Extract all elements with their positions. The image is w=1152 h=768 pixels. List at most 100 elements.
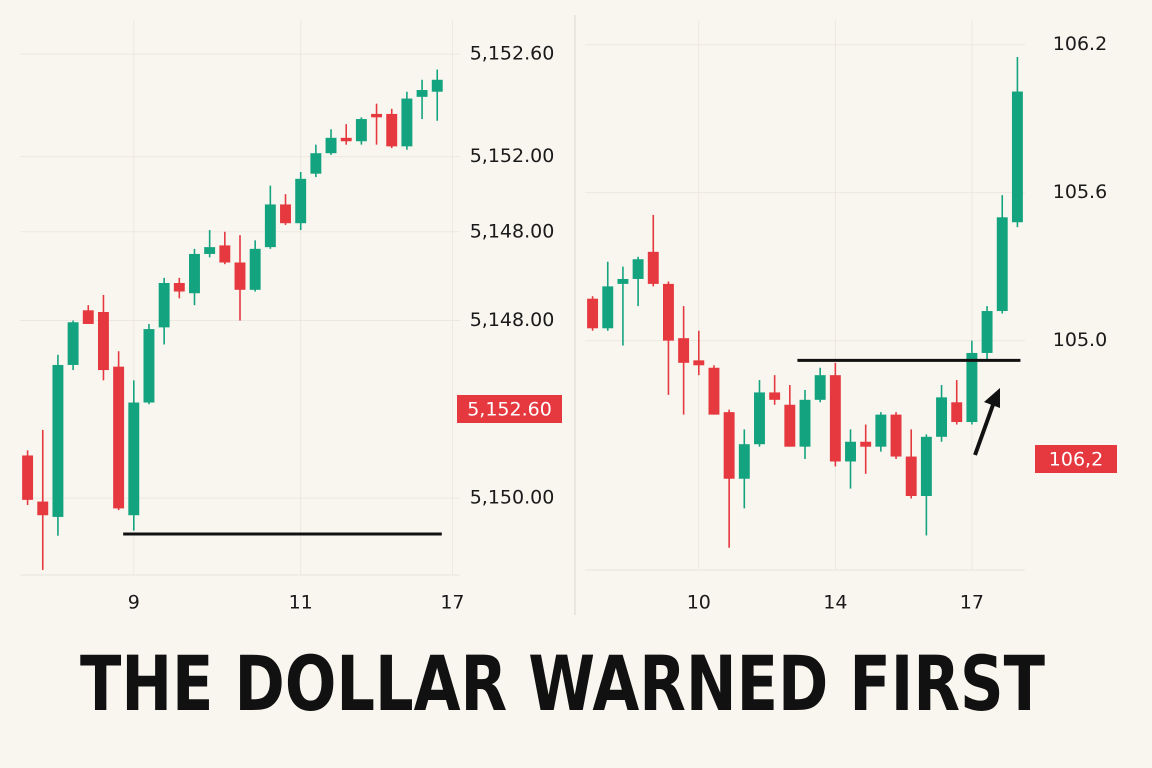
candle bbox=[128, 380, 140, 531]
candle-body bbox=[966, 352, 978, 423]
chart: 106.2 105.6 105.0 10 14 17 106,2 bbox=[585, 20, 1117, 614]
candle bbox=[143, 323, 155, 405]
candle-body bbox=[981, 311, 993, 353]
candle bbox=[784, 385, 796, 447]
candle bbox=[82, 305, 94, 324]
candle bbox=[67, 320, 79, 371]
candle-body bbox=[708, 367, 720, 415]
candle bbox=[829, 362, 841, 467]
candle-body bbox=[996, 217, 1008, 312]
candle bbox=[189, 248, 200, 306]
candle-body bbox=[754, 392, 765, 445]
candle-body bbox=[723, 412, 735, 479]
y-tick-label: 105.0 bbox=[1053, 329, 1107, 351]
candle bbox=[632, 256, 644, 307]
candle-body bbox=[325, 137, 337, 154]
candle bbox=[416, 79, 428, 120]
candle bbox=[295, 171, 307, 231]
price-tag-box bbox=[1035, 445, 1117, 473]
x-tick-label: 14 bbox=[823, 592, 847, 614]
candle-body bbox=[234, 262, 246, 290]
candle-body bbox=[647, 251, 659, 284]
candle-body bbox=[340, 137, 352, 142]
x-tick-label: 17 bbox=[440, 592, 464, 614]
candle bbox=[936, 385, 948, 442]
candle bbox=[814, 367, 826, 403]
candle-body bbox=[386, 113, 398, 147]
candle-body bbox=[905, 456, 917, 497]
y-tick-label: 5,148.00 bbox=[470, 220, 555, 242]
candle bbox=[875, 412, 887, 452]
candle-body bbox=[249, 248, 261, 290]
candle-body bbox=[814, 375, 826, 400]
candle-body bbox=[784, 404, 796, 447]
candle-body bbox=[845, 441, 856, 462]
candle bbox=[431, 69, 443, 121]
candle-body bbox=[416, 90, 428, 97]
y-tick-label: 5,150.00 bbox=[470, 487, 555, 509]
candle bbox=[325, 129, 337, 155]
candle bbox=[693, 330, 705, 376]
candle bbox=[219, 231, 231, 265]
candle-body bbox=[936, 397, 948, 437]
candle-body bbox=[617, 278, 629, 284]
candle bbox=[845, 429, 856, 489]
candle bbox=[371, 103, 383, 145]
arrow-shaft bbox=[973, 401, 996, 456]
candle-body bbox=[22, 455, 34, 500]
candle bbox=[113, 351, 125, 511]
candle bbox=[617, 266, 629, 346]
candle bbox=[647, 214, 659, 287]
candle-body bbox=[678, 338, 690, 363]
candle bbox=[860, 424, 872, 474]
candle bbox=[920, 434, 932, 536]
candle-body bbox=[67, 322, 79, 365]
price-tag: 106,2 bbox=[1049, 449, 1103, 471]
candle-body bbox=[355, 119, 367, 142]
candle-body bbox=[204, 247, 216, 254]
candle bbox=[966, 340, 978, 425]
y-tick-label: 5,152.00 bbox=[470, 145, 555, 167]
candle-body bbox=[264, 204, 276, 248]
candle-body bbox=[295, 178, 307, 224]
candle-body bbox=[799, 399, 811, 447]
candle-body bbox=[890, 414, 902, 457]
candle bbox=[587, 296, 599, 331]
x-tick-label: 9 bbox=[128, 592, 140, 614]
y-tick-label: 105.6 bbox=[1053, 181, 1107, 203]
candle bbox=[173, 277, 185, 299]
candle-body bbox=[860, 441, 872, 447]
candle-body bbox=[143, 329, 155, 403]
candle bbox=[738, 429, 750, 509]
candle-body bbox=[951, 402, 963, 423]
candle bbox=[264, 185, 276, 249]
candle bbox=[340, 124, 352, 145]
candle bbox=[678, 306, 690, 415]
arrow bbox=[973, 388, 1000, 456]
x-tick-label: 11 bbox=[289, 592, 313, 614]
candle bbox=[951, 380, 963, 425]
candle-body bbox=[189, 253, 200, 294]
candle-body bbox=[632, 259, 644, 279]
candle bbox=[37, 429, 49, 570]
candle bbox=[97, 294, 109, 381]
candle bbox=[234, 235, 246, 321]
candle bbox=[708, 365, 720, 415]
candle-body bbox=[113, 366, 125, 509]
candle bbox=[204, 230, 216, 258]
candle bbox=[996, 195, 1008, 314]
y-tick-label: 5,148.00 bbox=[470, 309, 555, 331]
candle-body bbox=[97, 312, 109, 371]
candle bbox=[280, 194, 291, 225]
candle-body bbox=[82, 310, 94, 324]
candle-body bbox=[431, 79, 443, 92]
candle bbox=[52, 354, 64, 536]
candle bbox=[158, 277, 170, 345]
candle-body bbox=[310, 153, 322, 174]
candle-body bbox=[662, 283, 674, 341]
candle bbox=[890, 412, 902, 460]
candle-body bbox=[371, 113, 383, 118]
candle bbox=[754, 380, 765, 447]
